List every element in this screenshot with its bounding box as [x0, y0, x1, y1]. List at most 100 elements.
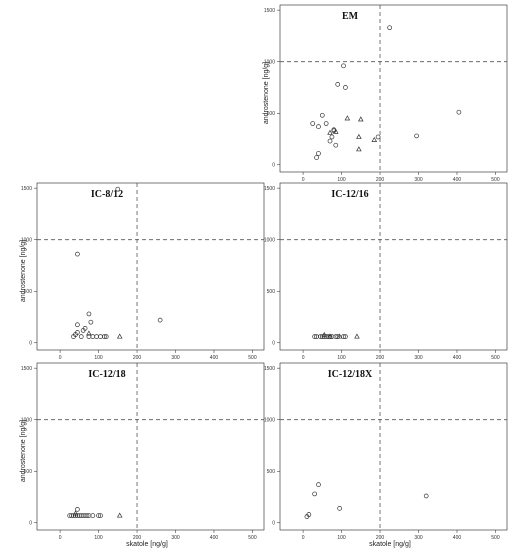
data-point-circle: [333, 334, 339, 339]
y-tick-label: 1500: [264, 8, 275, 14]
x-tick-label: 400: [453, 355, 462, 361]
data-point-circle: [75, 251, 80, 257]
plot-area-frame: [279, 182, 508, 351]
y-axis-label: androstenone [ng/g]: [263, 62, 270, 124]
y-tick-label: 1000: [264, 237, 275, 243]
data-point-triangle: [327, 129, 333, 135]
y-tick-label: 500: [267, 289, 276, 295]
data-point-triangle: [358, 116, 364, 122]
y-axis-label: androstenone [ng/g]: [20, 420, 27, 482]
plot-area-frame: [279, 4, 508, 173]
data-point-circle: [387, 25, 393, 31]
data-point-circle: [94, 334, 99, 339]
x-tick-label: 100: [337, 177, 346, 183]
panel-title: IC-12/16: [331, 189, 368, 200]
x-tick-label: 400: [453, 177, 462, 183]
x-tick-label: 100: [94, 355, 103, 361]
data-point-circle: [86, 311, 92, 317]
x-tick-label: 300: [414, 177, 423, 183]
x-tick-label: 400: [210, 535, 219, 541]
data-point-triangle: [86, 330, 92, 336]
y-tick-label: 1500: [264, 366, 275, 372]
x-tick-label: 300: [171, 535, 180, 541]
data-point-circle: [327, 138, 333, 144]
data-point-circle: [414, 133, 419, 139]
y-tick-label: 500: [24, 289, 33, 295]
data-point-circle: [333, 142, 339, 148]
panel-ic-12-16: IC-12/16 0 100 200 300 400 500 0 500 1000 1500: [264, 182, 508, 361]
data-point-triangle: [327, 333, 333, 339]
x-tick-label: 0: [302, 355, 305, 361]
x-tick-label: 200: [376, 177, 385, 183]
x-tick-label: 500: [491, 535, 500, 541]
data-point-circle: [82, 326, 88, 331]
data-point-triangle: [371, 136, 378, 142]
data-point-circle: [423, 493, 429, 499]
x-axis-label: skatole [ng/g]: [126, 541, 168, 548]
data-point-triangle: [354, 333, 360, 339]
data-point-circle: [310, 121, 316, 126]
y-tick-label: 1500: [21, 366, 32, 372]
x-tick-label: 200: [133, 355, 142, 361]
panel-em: EM androstenone [ng/g] 0 100 200 300 400 500 0…: [263, 4, 508, 183]
data-point-triangle: [344, 115, 351, 121]
x-tick-label: 0: [302, 535, 305, 541]
panel-title: IC-12/18: [88, 369, 125, 380]
data-point-circle: [115, 186, 121, 192]
panel-title: IC-8/12: [91, 189, 123, 200]
y-tick-label: 1000: [264, 417, 275, 423]
data-point-circle: [98, 513, 103, 518]
data-point-circle: [306, 512, 312, 517]
data-point-triangle: [356, 146, 362, 152]
y-tick-label: 0: [272, 341, 275, 347]
y-tick-label: 1500: [21, 186, 32, 192]
x-tick-label: 0: [302, 177, 305, 183]
panel-ic-12-18: IC-12/18 androstenone [ng/g] skatole [ng…: [20, 362, 265, 548]
panel-ic-12-18x: IC-12/18X skatole [ng/g] 0 100 200 300 400 50…: [264, 362, 508, 548]
plot-area-frame: [36, 362, 265, 531]
data-point-circle: [103, 334, 109, 339]
x-tick-label: 500: [491, 177, 500, 183]
panel-title: IC-12/18X: [328, 369, 373, 380]
x-tick-label: 300: [171, 355, 180, 361]
y-tick-label: 1500: [264, 186, 275, 192]
y-tick-label: 0: [29, 521, 32, 527]
panel-title: EM: [342, 11, 359, 22]
data-point-circle: [343, 334, 348, 339]
data-point-circle: [75, 330, 80, 335]
y-tick-label: 1000: [21, 237, 32, 243]
data-point-circle: [343, 85, 348, 90]
x-axis-label: skatole [ng/g]: [369, 541, 411, 548]
data-point-triangle: [321, 331, 328, 338]
data-point-circle: [341, 334, 346, 339]
data-point-circle: [312, 334, 317, 339]
data-point-triangle: [116, 512, 123, 518]
y-tick-label: 0: [272, 163, 275, 169]
y-tick-label: 1000: [264, 59, 275, 65]
x-tick-label: 200: [133, 535, 142, 541]
x-tick-label: 500: [491, 355, 500, 361]
x-tick-label: 300: [414, 535, 423, 541]
y-tick-label: 500: [267, 111, 276, 117]
y-axis-label: androstenone [ng/g]: [20, 240, 27, 302]
data-point-circle: [101, 334, 107, 339]
x-tick-label: 400: [453, 535, 462, 541]
data-point-triangle: [332, 128, 339, 134]
x-tick-label: 100: [337, 535, 346, 541]
data-point-circle: [456, 109, 462, 115]
data-point-triangle: [72, 510, 79, 516]
data-point-circle: [98, 334, 103, 339]
x-tick-label: 0: [59, 535, 62, 541]
x-tick-label: 0: [59, 355, 62, 361]
data-point-circle: [88, 319, 94, 325]
data-point-circle: [341, 63, 346, 69]
data-point-circle: [78, 334, 84, 339]
data-point-circle: [337, 506, 342, 511]
data-point-triangle: [336, 333, 343, 339]
data-point-circle: [316, 124, 321, 129]
data-point-circle: [157, 317, 163, 323]
y-tick-label: 0: [272, 521, 275, 527]
data-point-circle: [312, 491, 317, 497]
data-point-circle: [329, 134, 335, 140]
